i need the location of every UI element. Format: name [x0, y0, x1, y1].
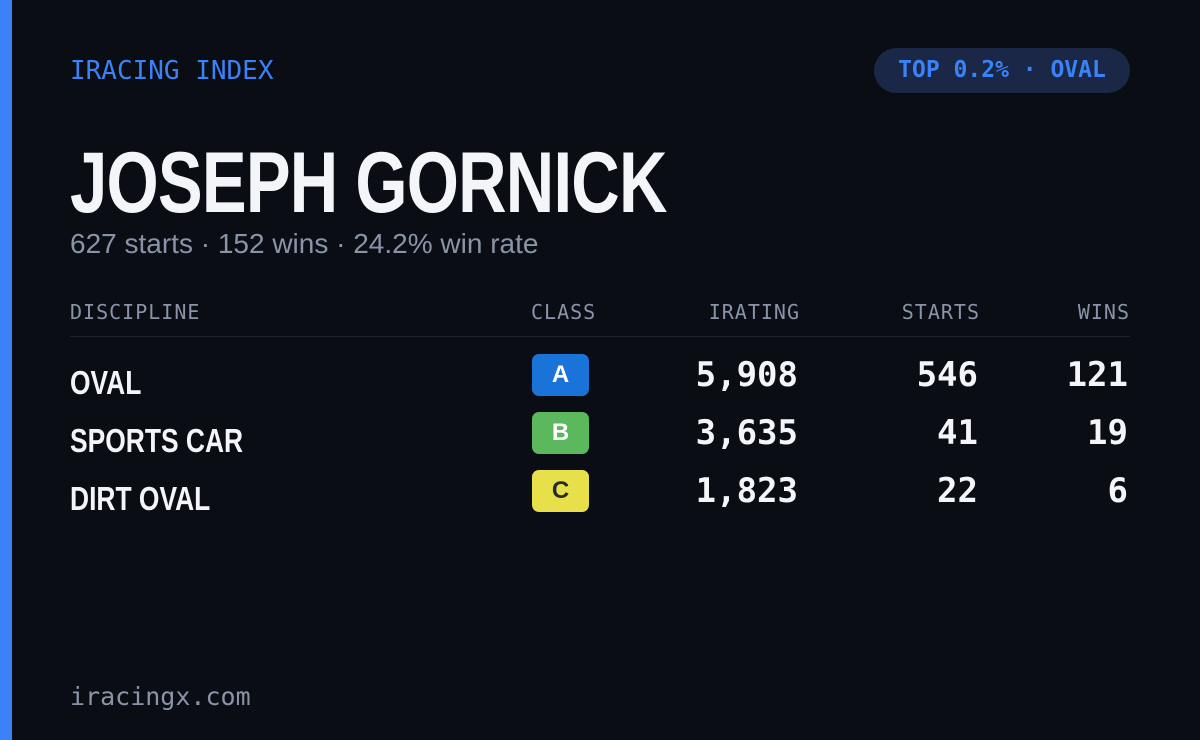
stat-value: 19: [1087, 413, 1128, 453]
stat-value: 6: [1107, 471, 1128, 511]
class-badge: A: [532, 354, 589, 396]
column-header: STARTS: [901, 300, 980, 324]
discipline: DIRT OVAL: [70, 480, 211, 517]
brand-label: IRACING INDEX: [70, 56, 274, 86]
stat-value: 546: [916, 355, 978, 395]
stat-value: 41: [937, 413, 978, 453]
stat-value: 1,823: [695, 471, 798, 511]
header-rule: [70, 336, 1130, 337]
summary: 627 starts · 152 wins · 24.2% win rate: [70, 228, 539, 259]
driver-name: JOSEPH GORNICK: [70, 135, 667, 231]
rank-badge: TOP 0.2% · OVAL: [874, 48, 1130, 93]
stat-value: 5,908: [695, 355, 798, 395]
stat-value: 22: [937, 471, 978, 511]
column-header: CLASS: [531, 300, 597, 324]
stat-value: 3,635: [695, 413, 798, 453]
column-header: IRATING: [708, 300, 800, 324]
class-badge: B: [532, 412, 589, 454]
accent-bar: [0, 0, 12, 740]
class-badge: C: [532, 470, 589, 512]
column-header: WINS: [1077, 300, 1130, 324]
column-header: DISCIPLINE: [70, 300, 201, 324]
discipline: SPORTS CAR: [70, 422, 244, 459]
footer-link: iracingx.com: [70, 682, 251, 711]
stat-value: 121: [1066, 355, 1128, 395]
discipline: OVAL: [70, 364, 142, 401]
